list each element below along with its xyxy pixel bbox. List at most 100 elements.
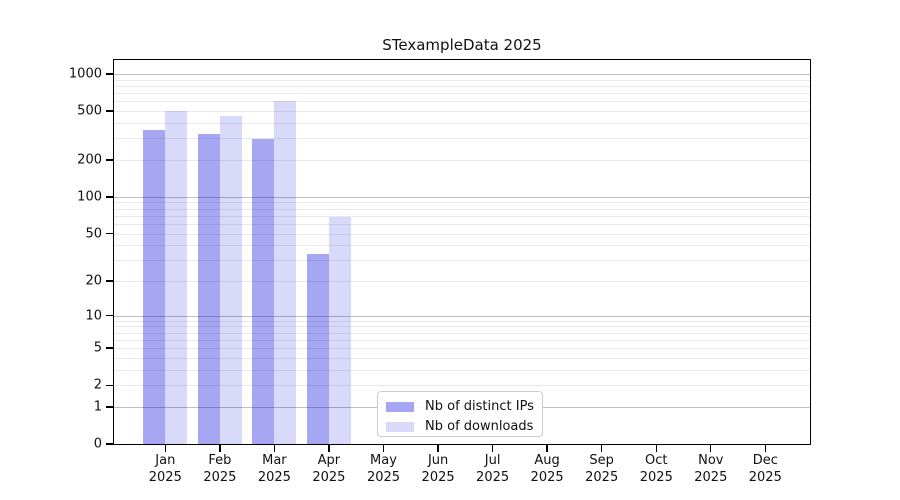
year-label: 2025 (748, 469, 782, 485)
x-tick-label: Mar 2025 (244, 453, 304, 486)
y-gridline-minor (114, 326, 810, 328)
year-label: 2025 (530, 469, 564, 485)
x-tick (328, 444, 330, 452)
x-tick (491, 444, 494, 452)
y-gridline-minor (114, 233, 810, 235)
y-tick (106, 406, 114, 408)
x-tick (764, 444, 766, 452)
month-label: Sep (589, 453, 614, 468)
x-tick (546, 444, 548, 452)
y-gridline-minor (114, 223, 810, 225)
year-label: 2025 (585, 469, 619, 485)
y-tick (106, 110, 114, 112)
y-tick-label: 200 (77, 152, 102, 168)
x-tick (273, 444, 276, 452)
y-tick-label: 500 (77, 103, 102, 119)
x-tick (437, 444, 439, 452)
y-gridline-minor (114, 111, 810, 113)
y-tick (106, 280, 114, 282)
y-tick (106, 232, 114, 235)
x-tick-label: Jan 2025 (135, 453, 195, 486)
x-tick-label: Oct 2025 (626, 453, 686, 486)
y-tick-label: 50 (85, 226, 102, 241)
y-gridline-minor (114, 86, 810, 87)
x-tick-label: Feb 2025 (190, 453, 250, 486)
x-tick-label: Nov 2025 (681, 453, 741, 486)
y-tick (106, 314, 114, 317)
y-gridline-minor (114, 79, 810, 81)
x-tick (164, 444, 166, 452)
y-tick-label: 0 (93, 436, 102, 452)
y-gridline-minor (114, 215, 810, 217)
y-gridline-minor (114, 281, 810, 282)
y-gridline-minor (114, 320, 810, 322)
bar-downloads-jan (165, 110, 188, 444)
plot-area (114, 60, 810, 444)
month-label: Dec (752, 453, 778, 468)
year-label: 2025 (257, 469, 291, 485)
bar-downloads-feb (219, 116, 242, 444)
bar-distinct-ips-apr (306, 253, 329, 444)
legend-label-downloads: Nb of downloads (425, 419, 534, 434)
x-tick-label: Dec 2025 (735, 453, 795, 486)
x-tick-label: Jun 2025 (408, 453, 468, 486)
chart-title: STexampleData 2025 (382, 36, 542, 54)
y-tick-label: 1000 (68, 66, 102, 82)
year-label: 2025 (203, 469, 237, 485)
y-gridline-minor (114, 348, 810, 350)
x-tick-label: Aug 2025 (517, 453, 577, 486)
y-gridline-minor (114, 123, 810, 124)
month-label: Feb (208, 453, 232, 468)
month-label: Mar (262, 453, 287, 468)
y-tick-label: 10 (85, 308, 102, 324)
x-tick-label: Jul 2025 (463, 453, 523, 486)
x-tick-label: May 2025 (354, 453, 414, 486)
x-tick-label: Sep 2025 (572, 453, 632, 486)
month-label: Jan (155, 453, 176, 468)
y-gridline-minor (114, 101, 810, 103)
y-gridline-minor (114, 369, 810, 371)
y-gridline-minor (114, 332, 810, 334)
y-gridline-major (114, 315, 810, 317)
x-tick (219, 444, 221, 452)
y-gridline-minor (114, 260, 810, 262)
month-label: Aug (534, 453, 560, 468)
y-tick-label: 100 (77, 189, 102, 205)
x-tick (601, 444, 603, 452)
year-label: 2025 (476, 469, 510, 485)
bar-distinct-ips-mar (252, 139, 275, 444)
legend: Nb of distinct IPs Nb of downloads (377, 391, 543, 437)
year-label: 2025 (366, 469, 401, 485)
bar-distinct-ips-feb (197, 133, 220, 444)
y-gridline-minor (114, 93, 810, 95)
y-tick (106, 159, 114, 161)
legend-item-downloads: Nb of downloads (386, 418, 542, 435)
legend-item-distinct-ips: Nb of distinct IPs (386, 398, 542, 415)
x-tick (655, 444, 657, 452)
month-label: Apr (317, 453, 341, 468)
year-label: 2025 (148, 469, 182, 485)
y-gridline-minor (114, 339, 810, 341)
month-label: May (370, 453, 397, 468)
y-gridline-minor (114, 357, 810, 359)
y-tick (106, 347, 114, 349)
y-gridline-minor (114, 385, 810, 387)
legend-swatch-downloads (386, 421, 414, 432)
bar-distinct-ips-jan (143, 130, 166, 444)
year-label: 2025 (639, 469, 673, 485)
y-gridline-minor (114, 245, 810, 247)
month-label: Jun (427, 453, 449, 468)
y-tick-label: 2 (93, 377, 102, 393)
y-tick (106, 73, 114, 75)
y-tick (106, 196, 114, 198)
y-gridline-minor (114, 208, 810, 210)
x-tick (382, 444, 385, 452)
bar-downloads-apr (328, 216, 351, 444)
y-tick-label: 5 (93, 340, 102, 356)
x-tick (710, 444, 712, 452)
y-tick (106, 384, 114, 386)
month-label: Jul (484, 453, 501, 468)
y-gridline-minor (114, 138, 810, 140)
y-tick (106, 443, 114, 445)
year-label: 2025 (312, 469, 346, 485)
